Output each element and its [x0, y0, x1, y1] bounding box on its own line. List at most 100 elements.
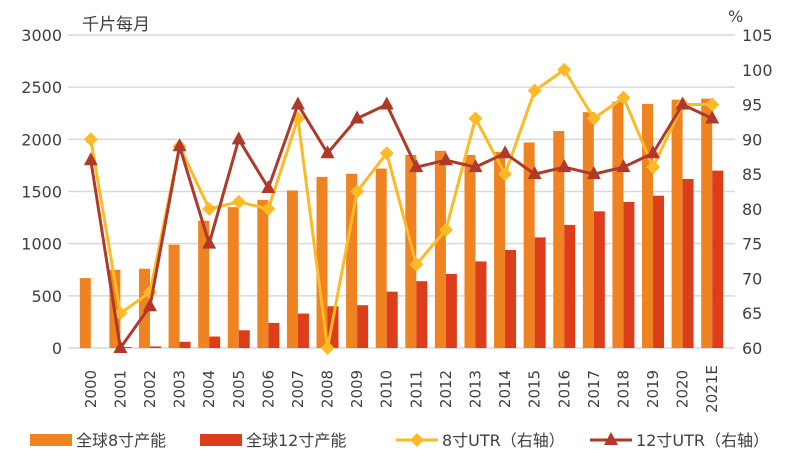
- point-triangle: [202, 235, 217, 249]
- x-tick-label: 2007: [289, 370, 307, 408]
- point-triangle: [498, 145, 513, 159]
- bar-8inch: [464, 154, 476, 348]
- x-tick-label: 2003: [171, 370, 189, 408]
- left-tick-label: 500: [31, 287, 62, 306]
- x-tick-label: 2001: [111, 370, 129, 408]
- bar-12inch: [682, 178, 694, 348]
- point-triangle: [290, 96, 305, 110]
- point-triangle: [616, 159, 631, 173]
- bar-8inch: [582, 112, 594, 348]
- bar-8inch: [227, 207, 239, 348]
- left-tick-label: 2000: [21, 130, 62, 149]
- bar-12inch: [564, 224, 576, 348]
- bar-12inch: [445, 273, 457, 348]
- bar-12inch: [120, 346, 132, 348]
- legend-triangle-icon: [604, 432, 618, 445]
- left-tick-label: 0: [52, 339, 62, 358]
- x-tick-label: 2012: [437, 370, 455, 408]
- bar-12inch: [593, 211, 605, 348]
- x-tick-label: 2002: [141, 370, 159, 408]
- point-triangle: [350, 110, 365, 124]
- bar-12inch: [475, 261, 487, 348]
- point-triangle: [468, 159, 483, 173]
- right-tick-label: 80: [742, 200, 762, 219]
- point-triangle: [705, 110, 720, 124]
- point-diamond: [616, 90, 631, 105]
- bar-8inch: [79, 278, 91, 348]
- bar-8inch: [405, 154, 417, 348]
- x-tick-label: 2019: [644, 370, 662, 408]
- point-diamond: [409, 257, 424, 272]
- bar-8inch: [198, 220, 210, 348]
- bar-8inch: [286, 190, 298, 348]
- legend-swatch: [30, 434, 72, 446]
- point-diamond: [379, 146, 394, 161]
- left-unit-label: 千片每月: [82, 15, 150, 35]
- point-diamond: [320, 341, 335, 355]
- point-triangle: [231, 131, 246, 145]
- point-triangle: [113, 340, 128, 353]
- point-diamond: [586, 111, 601, 126]
- point-diamond: [261, 201, 276, 216]
- legend-diamond-icon: [410, 433, 424, 447]
- point-triangle: [675, 96, 690, 110]
- bar-12inch: [357, 305, 369, 348]
- bar-8inch: [168, 244, 180, 348]
- bar-12inch: [268, 322, 280, 348]
- point-diamond: [646, 160, 661, 175]
- bar-12inch: [238, 330, 250, 348]
- x-tick-label: 2021E: [703, 365, 721, 413]
- bar-8inch: [434, 150, 446, 348]
- bar-8inch: [346, 173, 358, 348]
- right-tick-label: 70: [742, 269, 762, 288]
- left-tick-label: 2500: [21, 78, 62, 97]
- right-tick-label: 65: [742, 304, 762, 323]
- point-diamond: [350, 184, 365, 199]
- point-diamond: [705, 97, 720, 112]
- point-diamond: [83, 132, 98, 147]
- x-tick-label: 2010: [378, 370, 396, 408]
- bar-12inch: [209, 336, 221, 348]
- x-tick-label: 2000: [82, 370, 100, 408]
- right-tick-label: 60: [742, 339, 762, 358]
- right-tick-label: 100: [742, 61, 773, 80]
- point-triangle: [379, 96, 394, 110]
- point-diamond: [202, 201, 217, 216]
- right-tick-label: 75: [742, 235, 762, 254]
- bar-8inch: [523, 142, 535, 348]
- point-diamond: [557, 62, 572, 77]
- bar-12inch: [505, 249, 517, 348]
- legend-label: 全球8寸产能: [76, 431, 166, 450]
- bar-8inch: [494, 151, 506, 348]
- point-triangle: [261, 180, 276, 194]
- right-tick-label: 85: [742, 165, 762, 184]
- right-unit-label: %: [728, 7, 743, 26]
- bar-8inch: [316, 176, 328, 348]
- point-triangle: [438, 152, 453, 166]
- legend-label: 全球12寸产能: [246, 431, 346, 450]
- x-tick-label: 2005: [230, 370, 248, 408]
- x-tick-label: 2016: [555, 370, 573, 408]
- bar-8inch: [257, 199, 269, 348]
- bar-12inch: [297, 313, 309, 348]
- line-triangle: [89, 101, 713, 352]
- x-tick-label: 2018: [614, 370, 632, 408]
- x-tick-label: 2004: [200, 370, 218, 408]
- point-triangle: [646, 145, 661, 159]
- bar-8inch: [375, 168, 387, 348]
- bar-12inch: [327, 306, 339, 348]
- line-diamond: [89, 67, 713, 349]
- point-triangle: [409, 159, 424, 173]
- x-tick-label: 2006: [259, 370, 277, 408]
- point-triangle: [527, 166, 542, 180]
- left-tick-label: 1000: [21, 235, 62, 254]
- right-tick-label: 95: [742, 96, 762, 115]
- point-triangle: [586, 166, 601, 180]
- point-triangle: [172, 138, 187, 152]
- x-tick-label: 2011: [407, 370, 425, 408]
- x-tick-label: 2015: [526, 370, 544, 408]
- left-tick-label: 1500: [21, 183, 62, 202]
- bar-8inch: [138, 268, 150, 348]
